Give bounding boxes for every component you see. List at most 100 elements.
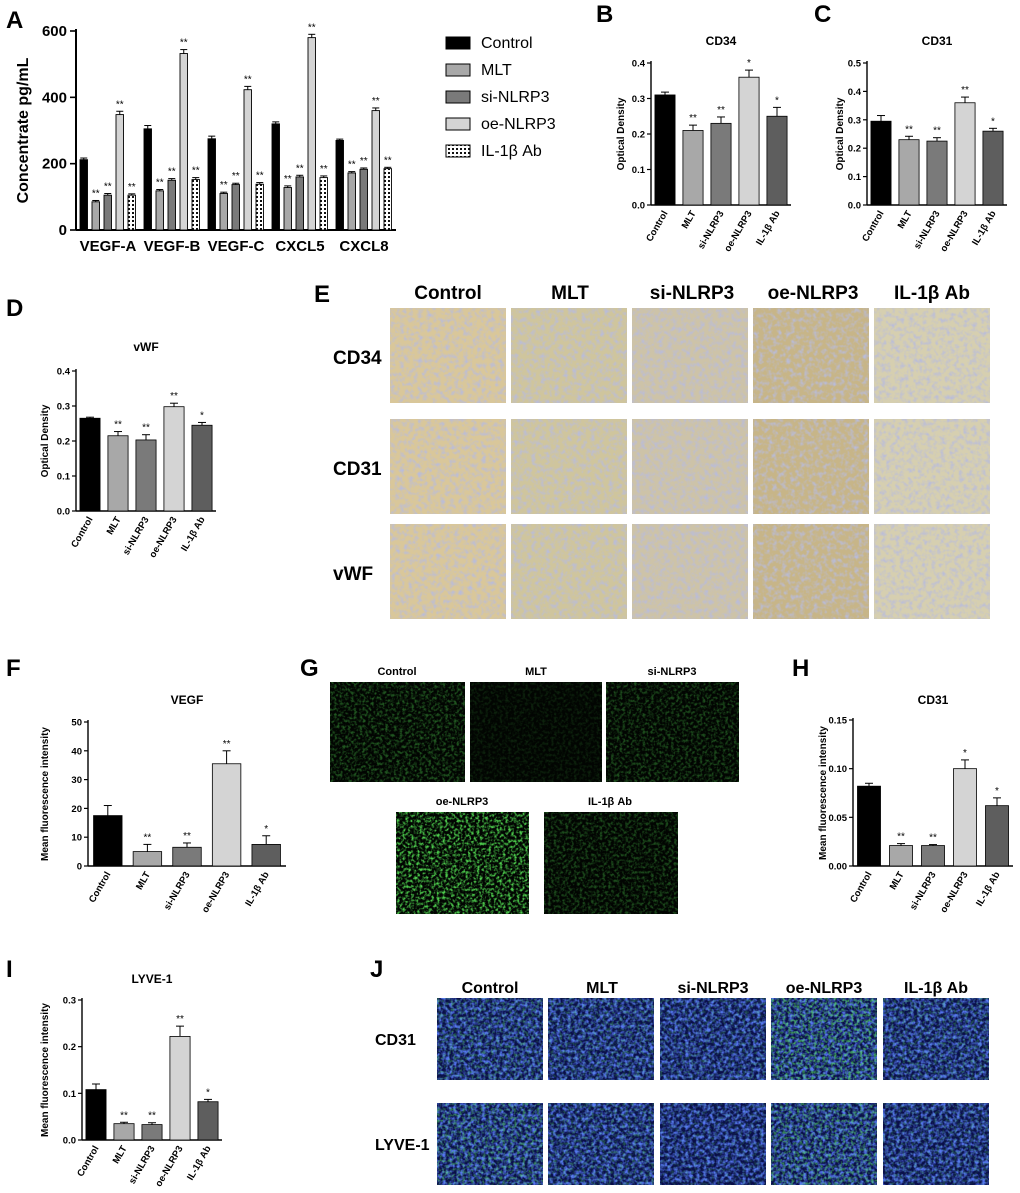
y-tick-label: 0.00 [829,862,848,873]
chart-title: VEGF [171,693,204,707]
bar-3-3 [307,37,316,231]
x-tick-label-3: CXCL5 [275,238,324,255]
bar-0 [85,1089,107,1141]
x-tick-label-2: si-NLRP3 [696,209,727,251]
x-tick-label-1: MLT [888,870,907,892]
y-tick-label: 0.0 [63,1136,76,1147]
ihc-tile-nuclei-0-0 [390,308,506,403]
x-tick-label-2: si-NLRP3 [162,870,193,912]
significance-mark: ** [104,182,112,193]
panel-letter-h: H [792,655,809,682]
legend-swatch-1 [445,63,471,77]
y-tick-label: 0 [59,222,67,239]
significance-mark-1: ** [689,113,697,124]
row-label-0: CD34 [333,348,382,369]
bar-4-1 [347,172,356,231]
significance-mark: ** [92,188,100,199]
significance-mark: ** [168,167,176,178]
bar-3 [738,76,760,206]
bar-4-4 [383,168,392,231]
legend: Control MLT si-NLRP3 oe-NLRP3 IL-1β Ab [445,35,556,160]
image-layer: Control MLT si-NLRP3 oe-NLRP3 IL-1β Ab CD34 CD… [330,283,990,1185]
legend-label-3: oe-NLRP3 [481,116,556,133]
bar-0 [79,417,101,512]
significance-mark-1: ** [114,420,122,431]
y-tick-label: 200 [42,156,67,173]
green-signal-0-1 [548,998,654,1080]
column-header-3: oe-NLRP3 [768,283,859,304]
bar-1 [682,130,704,206]
significance-mark-3: ** [961,85,969,96]
chart-f: VEGF Mean fluorescence intensity 0 10 20 30 40… [40,693,286,915]
bar-0-1 [91,201,100,231]
significance-mark-2: ** [142,423,150,434]
significance-mark: ** [320,164,328,175]
bar-3 [954,102,976,206]
legend-label-0: Control [481,35,533,52]
y-tick-label: 0.3 [63,996,76,1007]
fluorescence-signal-4 [544,812,678,914]
bar-2-4 [255,183,264,231]
x-tick-label-0: VEGF-A [80,238,137,255]
x-tick-label-0: Control [644,209,670,244]
significance-mark-2: ** [183,831,191,842]
chart-title: vWF [133,340,158,354]
y-tick-label: 50 [71,718,82,729]
bar-1 [132,851,163,867]
bar-4-3 [371,110,380,231]
chart-title: CD34 [706,34,737,48]
y-axis-label: Concentrate pg/mL [15,57,32,203]
bar-2 [135,439,157,512]
row-label-0: CD31 [375,1032,416,1049]
column-header-4: IL-1β Ab [894,283,970,304]
ihc-tile-nuclei-1-1 [511,419,627,514]
bar-0-2 [103,194,112,231]
significance-mark-1: ** [120,1110,128,1121]
significance-mark: ** [284,174,292,185]
y-tick-label: 0.3 [632,94,645,105]
bar-3-0 [271,123,280,231]
significance-mark-2: ** [717,105,725,116]
significance-mark: ** [116,99,124,110]
panel-letter-j: J [370,956,383,983]
bar-1 [113,1123,135,1141]
y-tick-label: 0.3 [57,402,70,413]
green-signal-0-2 [660,998,766,1080]
legend-swatch-0 [445,36,471,50]
green-signal-1-4 [883,1103,989,1185]
bar-2 [172,846,202,867]
ihc-tile-nuclei-1-2 [632,419,748,514]
y-tick-label: 0.4 [848,87,862,98]
panel-letter-e: E [314,281,330,308]
significance-mark-3: ** [176,1014,184,1025]
column-header-1: MLT [586,980,618,997]
panel-g-grid: Control MLT si-NLRP3 oe-NLRP3 IL-1β Ab [330,666,739,914]
y-tick-label: 0 [77,862,82,873]
y-tick-label: 0.0 [632,201,645,212]
ihc-tile-nuclei-2-3 [753,524,869,619]
bar-2-2 [231,184,240,231]
bar-3-2 [295,176,304,231]
bar-2-1 [219,193,228,231]
bar-1-2 [167,179,176,231]
bar-1-3 [179,53,188,231]
fluorescence-signal-2 [606,682,739,782]
significance-mark: ** [360,156,368,167]
y-axis-label: Optical Density [835,97,846,170]
fluorescence-signal-0 [330,682,465,782]
significance-mark-3: * [963,748,967,759]
bar-4 [982,130,1004,206]
bar-1 [898,139,920,206]
bar-2-3 [243,89,252,231]
column-header-3: oe-NLRP3 [786,980,863,997]
bar-0-0 [79,159,88,231]
y-tick-label: 0.1 [632,165,646,176]
significance-mark-4: * [200,410,204,421]
x-tick-label-0: Control [860,209,886,244]
green-signal-1-1 [548,1103,654,1185]
bar-0 [93,815,123,867]
green-signal-0-0 [437,998,543,1080]
x-tick-label-4: IL-1β Ab [243,870,272,909]
x-tick-label-0: Control [75,1144,101,1179]
column-header-0: Control [414,283,482,304]
